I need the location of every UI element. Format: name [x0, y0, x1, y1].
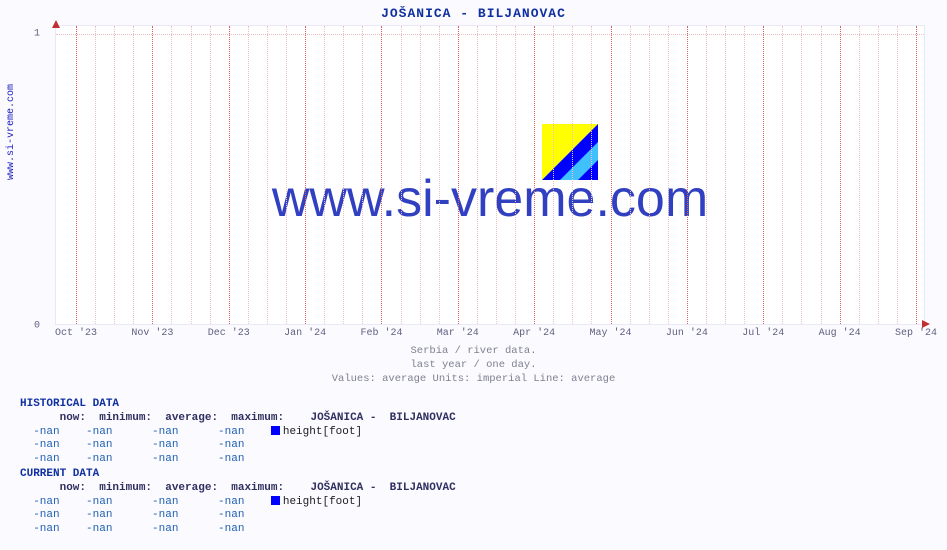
y-tick-label: 0	[34, 321, 40, 332]
grid-h	[56, 34, 924, 35]
grid-minor-v	[515, 26, 516, 324]
grid-minor-v	[362, 26, 363, 324]
grid-minor-v	[267, 26, 268, 324]
current-header-row: now: minimum: average: maximum: JOŠANICA…	[20, 482, 456, 496]
grid-minor-v	[668, 26, 669, 324]
grid-minor-v	[821, 26, 822, 324]
grid-major-v	[458, 26, 459, 324]
grid-minor-v	[477, 26, 478, 324]
grid-major-v	[763, 26, 764, 324]
data-row: -nan -nan -nan -nan height[foot]	[20, 496, 456, 510]
x-tick-label: Nov '23	[131, 328, 173, 339]
site-url-vertical: www.si-vreme.com	[6, 84, 17, 180]
x-tick-label: Aug '24	[819, 328, 861, 339]
grid-major-v	[305, 26, 306, 324]
legend-label: height[foot]	[283, 426, 362, 438]
grid-minor-v	[649, 26, 650, 324]
grid-minor-v	[897, 26, 898, 324]
caption-line-1: Serbia / river data.	[410, 345, 536, 357]
data-row: -nan -nan -nan -nan	[20, 453, 456, 467]
grid-minor-v	[210, 26, 211, 324]
grid-minor-v	[878, 26, 879, 324]
y-axis-arrow-icon	[52, 20, 60, 28]
grid-major-v	[381, 26, 382, 324]
grid-minor-v	[630, 26, 631, 324]
x-tick-label: Apr '24	[513, 328, 555, 339]
grid-minor-v	[572, 26, 573, 324]
legend-label: height[foot]	[283, 496, 362, 508]
x-tick-label: Sep '24	[895, 328, 937, 339]
grid-minor-v	[114, 26, 115, 324]
grid-minor-v	[286, 26, 287, 324]
grid-major-v	[840, 26, 841, 324]
historical-header-row: now: minimum: average: maximum: JOŠANICA…	[20, 412, 456, 426]
x-tick-label: Feb '24	[360, 328, 402, 339]
y-tick-label: 1	[34, 29, 40, 40]
legend-square-icon	[271, 496, 280, 505]
grid-minor-v	[171, 26, 172, 324]
grid-minor-v	[859, 26, 860, 324]
data-row: -nan -nan -nan -nan	[20, 439, 456, 453]
data-row: -nan -nan -nan -nan	[20, 509, 456, 523]
grid-minor-v	[343, 26, 344, 324]
x-tick-label: Oct '23	[55, 328, 97, 339]
x-tick-label: Jun '24	[666, 328, 708, 339]
grid-minor-v	[553, 26, 554, 324]
watermark-text: www.si-vreme.com	[272, 169, 708, 229]
chart-caption: Serbia / river data. last year / one day…	[0, 344, 947, 387]
grid-minor-v	[801, 26, 802, 324]
grid-minor-v	[324, 26, 325, 324]
grid-minor-v	[133, 26, 134, 324]
chart-plot-area: www.si-vreme.com Oct '23Nov '23Dec '23Ja…	[55, 25, 925, 325]
grid-minor-v	[191, 26, 192, 324]
grid-minor-v	[725, 26, 726, 324]
historical-heading: HISTORICAL DATA	[20, 398, 456, 412]
grid-major-v	[687, 26, 688, 324]
legend-square-icon	[271, 426, 280, 435]
grid-major-v	[916, 26, 917, 324]
x-tick-label: Jul '24	[742, 328, 784, 339]
grid-minor-v	[95, 26, 96, 324]
grid-minor-v	[782, 26, 783, 324]
current-data-block: CURRENT DATA now: minimum: average: maxi…	[20, 468, 456, 537]
caption-line-3: Values: average Units: imperial Line: av…	[332, 373, 616, 385]
grid-major-v	[534, 26, 535, 324]
grid-minor-v	[706, 26, 707, 324]
grid-minor-v	[248, 26, 249, 324]
grid-major-v	[229, 26, 230, 324]
current-heading: CURRENT DATA	[20, 468, 456, 482]
x-tick-label: Mar '24	[437, 328, 479, 339]
grid-minor-v	[439, 26, 440, 324]
caption-line-2: last year / one day.	[410, 359, 536, 371]
data-row: -nan -nan -nan -nan height[foot]	[20, 426, 456, 440]
grid-minor-v	[591, 26, 592, 324]
grid-major-v	[76, 26, 77, 324]
grid-minor-v	[744, 26, 745, 324]
grid-major-v	[611, 26, 612, 324]
x-tick-label: Dec '23	[208, 328, 250, 339]
x-tick-label: May '24	[590, 328, 632, 339]
data-row: -nan -nan -nan -nan	[20, 523, 456, 537]
grid-minor-v	[420, 26, 421, 324]
chart-title: JOŠANICA - BILJANOVAC	[0, 6, 947, 21]
grid-major-v	[152, 26, 153, 324]
historical-data-block: HISTORICAL DATA now: minimum: average: m…	[20, 398, 456, 467]
grid-minor-v	[401, 26, 402, 324]
x-tick-label: Jan '24	[284, 328, 326, 339]
grid-minor-v	[496, 26, 497, 324]
x-axis-arrow-icon	[922, 320, 930, 328]
